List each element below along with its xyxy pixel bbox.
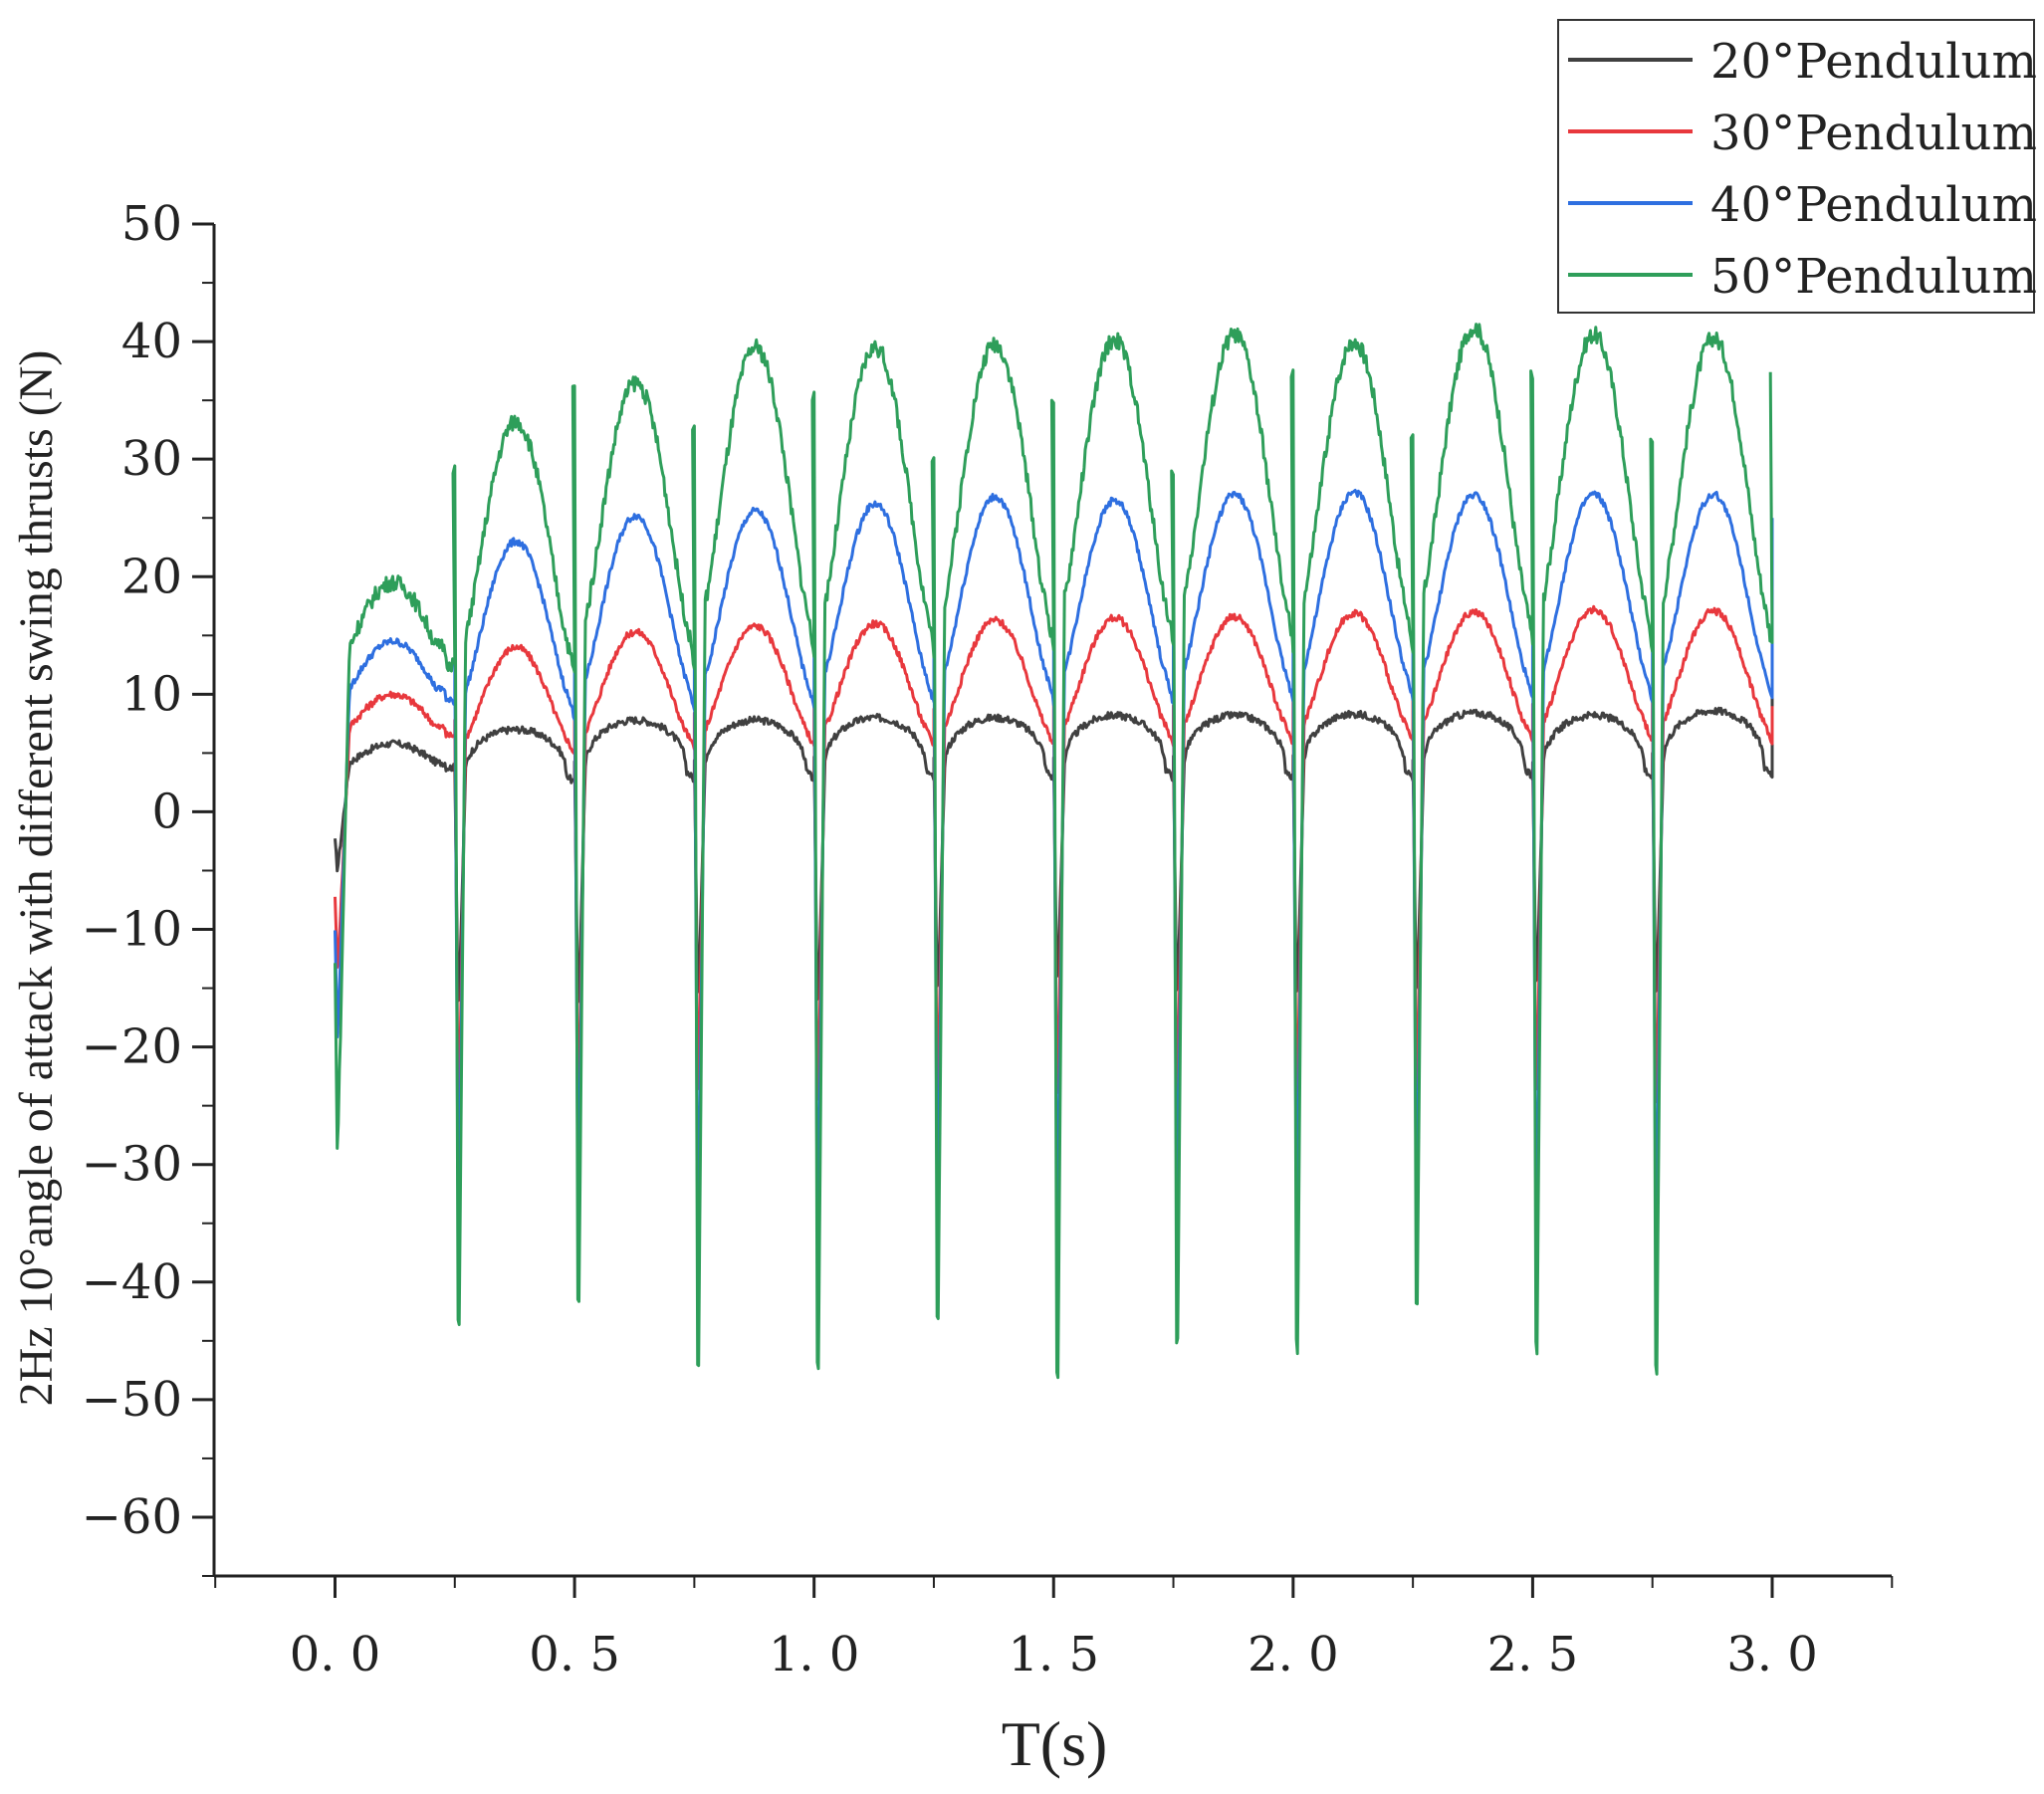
y-tick-label: −30 <box>82 1137 182 1193</box>
y-tick-label: −10 <box>82 902 182 958</box>
legend-box <box>1557 19 2035 314</box>
y-tick-label: 50 <box>121 196 182 252</box>
x-tick-label: 1. 5 <box>1008 1627 1099 1682</box>
y-tick-label: 40 <box>121 314 182 369</box>
x-tick-label: 1. 0 <box>769 1627 860 1682</box>
x-tick-label: 3. 0 <box>1726 1627 1818 1682</box>
x-tick-label: 0. 5 <box>529 1627 620 1682</box>
x-tick-label: 2. 0 <box>1248 1627 1339 1682</box>
y-tick-label: −60 <box>82 1489 182 1545</box>
series-lines <box>334 323 1774 1380</box>
x-tick-label: 0. 0 <box>290 1627 381 1682</box>
legend-label: 40°Pendulum <box>1710 177 2037 233</box>
y-axis-title: 2Hz 10°angle of attack with different sw… <box>10 350 63 1407</box>
y-tick-label: 0 <box>151 784 182 839</box>
y-tick-label: −40 <box>82 1254 182 1310</box>
legend-label: 30°Pendulum <box>1710 106 2037 161</box>
legend-label: 20°Pendulum <box>1710 34 2037 90</box>
y-tick-label: 30 <box>121 431 182 487</box>
x-axis-title: T(s) <box>1002 1708 1108 1779</box>
y-tick-label: −20 <box>82 1019 182 1075</box>
legend: 20°Pendulum 30°Pendulum 40°Pendulum 50°Pend… <box>1557 19 2037 314</box>
x-axis-ticks: 0. 0 0. 5 1. 0 1. 5 2. 0 2. 5 3. 0 <box>214 1576 1894 1682</box>
y-tick-label: −50 <box>82 1372 182 1428</box>
y-axis-ticks: 50 40 30 20 10 0 −10 −20 −30 −40 −50 −60 <box>82 196 214 1577</box>
series-line-4 <box>334 323 1774 1380</box>
x-tick-label: 2. 5 <box>1487 1627 1579 1682</box>
legend-label: 50°Pendulum <box>1710 249 2037 305</box>
y-tick-label: 20 <box>121 549 182 604</box>
y-tick-label: 10 <box>121 666 182 722</box>
